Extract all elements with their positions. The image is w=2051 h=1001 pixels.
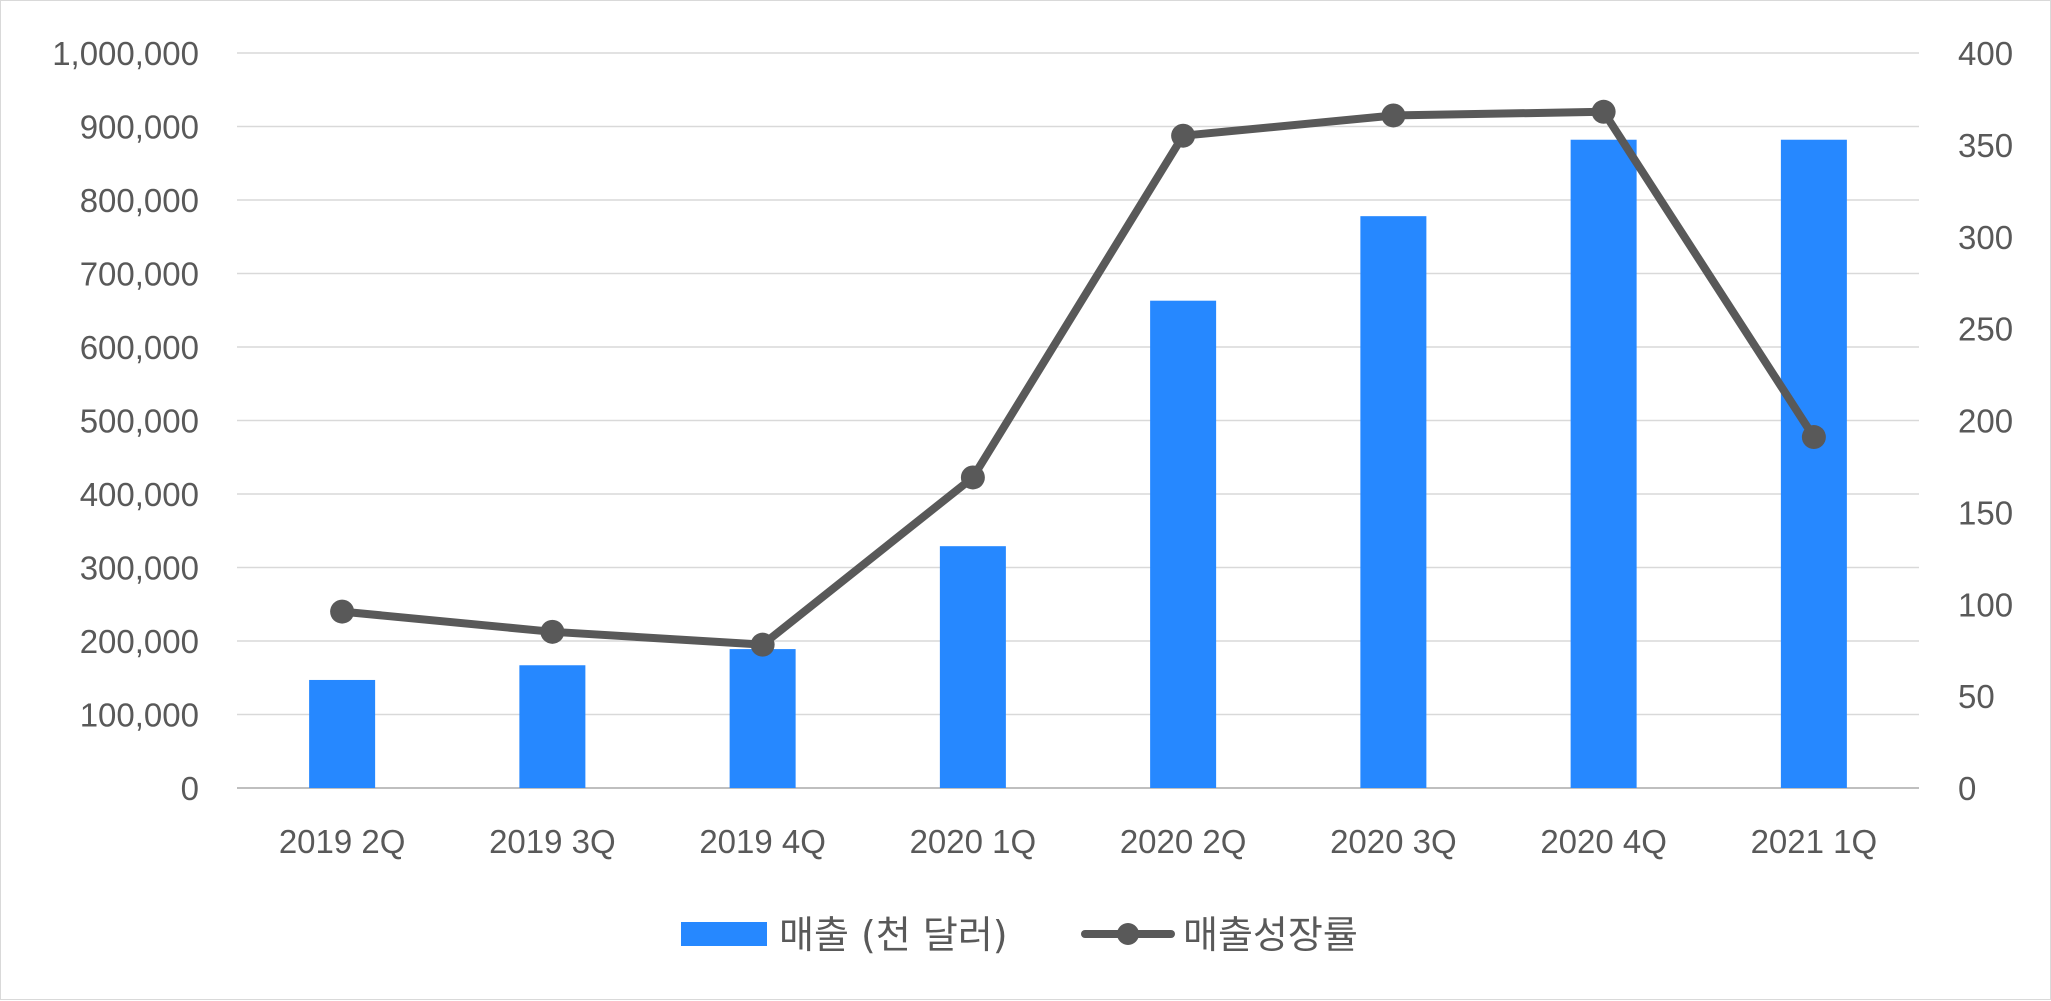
bar — [309, 679, 376, 788]
x-tick-label: 2021 1Q — [1751, 823, 1878, 860]
line-point — [960, 465, 985, 490]
line-point — [330, 599, 355, 624]
x-tick-label: 2020 2Q — [1120, 823, 1247, 860]
right-tick-label: 200 — [1958, 403, 2013, 440]
legend-bar-label: 매출 (천 달러) — [779, 913, 1008, 957]
line-point — [540, 619, 565, 644]
legend-line-label: 매출성장률 — [1183, 913, 1358, 957]
right-tick-label: 300 — [1958, 219, 2013, 256]
line-point — [750, 632, 775, 657]
legend-line-marker — [1117, 923, 1139, 945]
right-tick-label: 0 — [1958, 770, 1976, 807]
legend-bar-swatch — [681, 922, 767, 946]
right-tick-label: 150 — [1958, 494, 2013, 531]
line-point — [1801, 425, 1826, 450]
left-tick-label: 400,000 — [80, 476, 199, 513]
x-tick-label: 2020 4Q — [1540, 823, 1667, 860]
left-tick-label: 0 — [181, 770, 199, 807]
right-tick-label: 100 — [1958, 586, 2013, 623]
bar — [1360, 216, 1427, 789]
left-tick-label: 800,000 — [80, 182, 199, 219]
right-tick-label: 50 — [1958, 678, 1995, 715]
right-tick-label: 400 — [1958, 35, 2013, 72]
x-tick-label: 2020 1Q — [910, 823, 1037, 860]
bar — [1570, 139, 1637, 789]
right-axis-ticks: 0 50 100 150 200 250 300 350 400 — [1958, 35, 2013, 807]
line-series — [330, 99, 1826, 657]
right-tick-label: 350 — [1958, 127, 2013, 164]
growth-line — [338, 107, 1818, 649]
bar — [729, 649, 796, 788]
left-axis-ticks: 0 100,000 200,000 300,000 400,000 500,000 600,… — [52, 35, 199, 807]
x-tick-label: 2020 3Q — [1330, 823, 1457, 860]
bar — [1780, 139, 1847, 789]
line-point — [1381, 103, 1406, 128]
x-tick-label: 2019 2Q — [279, 823, 406, 860]
legend: 매출 (천 달러) 매출성장률 — [681, 913, 1358, 957]
bar — [519, 665, 586, 788]
left-tick-label: 100,000 — [80, 697, 199, 734]
left-tick-label: 1,000,000 — [52, 35, 199, 72]
x-tick-label: 2019 3Q — [489, 823, 616, 860]
left-tick-label: 900,000 — [80, 109, 199, 146]
line-point — [1171, 123, 1196, 148]
left-tick-label: 200,000 — [80, 623, 199, 660]
left-tick-label: 700,000 — [80, 256, 199, 293]
left-tick-label: 300,000 — [80, 550, 199, 587]
line-point — [1591, 99, 1616, 124]
bar — [939, 546, 1006, 788]
bar — [1150, 300, 1217, 788]
x-tick-label: 2019 4Q — [699, 823, 826, 860]
right-tick-label: 250 — [1958, 311, 2013, 348]
left-tick-label: 500,000 — [80, 403, 199, 440]
left-tick-label: 600,000 — [80, 329, 199, 366]
bar-series — [309, 139, 1847, 789]
gridlines — [237, 52, 1919, 789]
x-axis-ticks: 2019 2Q 2019 3Q 2019 4Q 2020 1Q 2020 2Q 2020 … — [279, 823, 1877, 860]
